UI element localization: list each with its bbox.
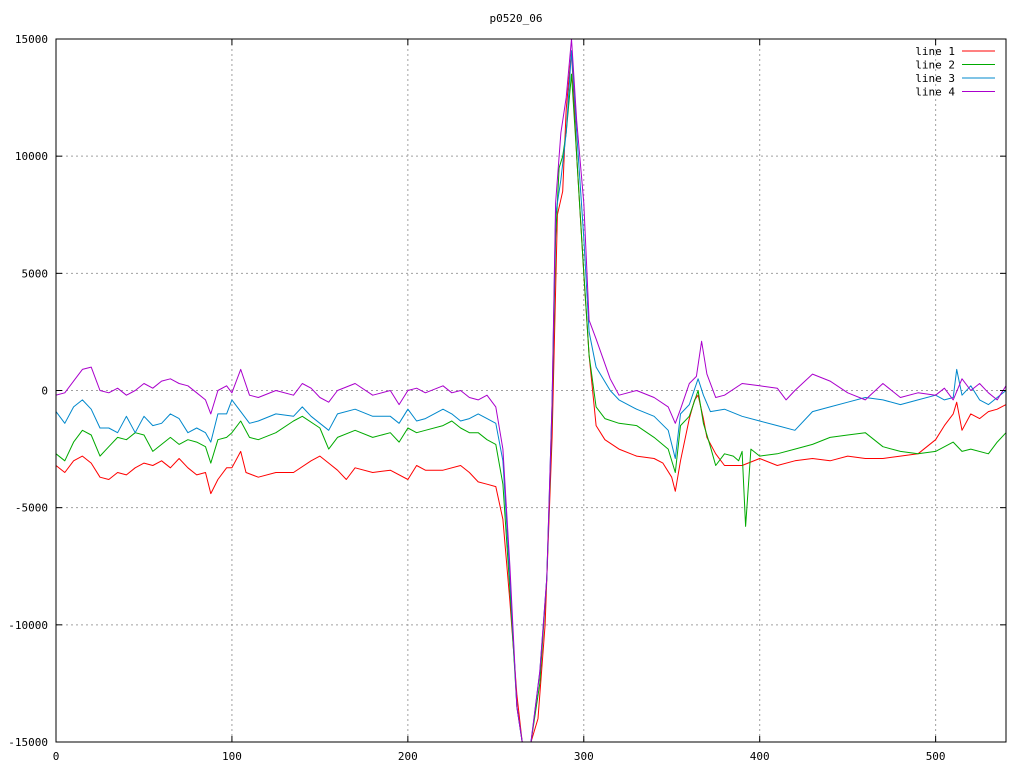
x-tick-label: 200 bbox=[398, 750, 418, 763]
chart-title: p0520_06 bbox=[490, 12, 543, 25]
y-tick-label: 0 bbox=[41, 385, 48, 398]
x-tick-label: 100 bbox=[222, 750, 242, 763]
y-tick-label: -15000 bbox=[8, 736, 48, 749]
series-line-3 bbox=[56, 50, 1006, 742]
legend-label: line 1 bbox=[915, 45, 955, 58]
y-tick-label: 10000 bbox=[15, 150, 48, 163]
x-tick-label: 300 bbox=[574, 750, 594, 763]
series-lines bbox=[56, 39, 1006, 742]
x-tick-label: 400 bbox=[750, 750, 770, 763]
x-tick-label: 0 bbox=[53, 750, 60, 763]
y-tick-label: -5000 bbox=[15, 502, 48, 515]
series-line-4 bbox=[56, 39, 1006, 742]
series-line-2 bbox=[56, 73, 1006, 742]
y-tick-label: 15000 bbox=[15, 33, 48, 46]
legend-label: line 3 bbox=[915, 72, 955, 85]
grid bbox=[56, 39, 1006, 742]
series-line-1 bbox=[56, 50, 1006, 742]
legend-label: line 4 bbox=[915, 86, 955, 99]
legend-label: line 2 bbox=[915, 59, 955, 72]
y-tick-label: 5000 bbox=[22, 267, 49, 280]
axis-ticks: -15000 -10000 -5000 0 5000 10000 15000 0 100 200 3… bbox=[8, 33, 1006, 763]
x-tick-label: 500 bbox=[926, 750, 946, 763]
y-tick-label: -10000 bbox=[8, 619, 48, 632]
